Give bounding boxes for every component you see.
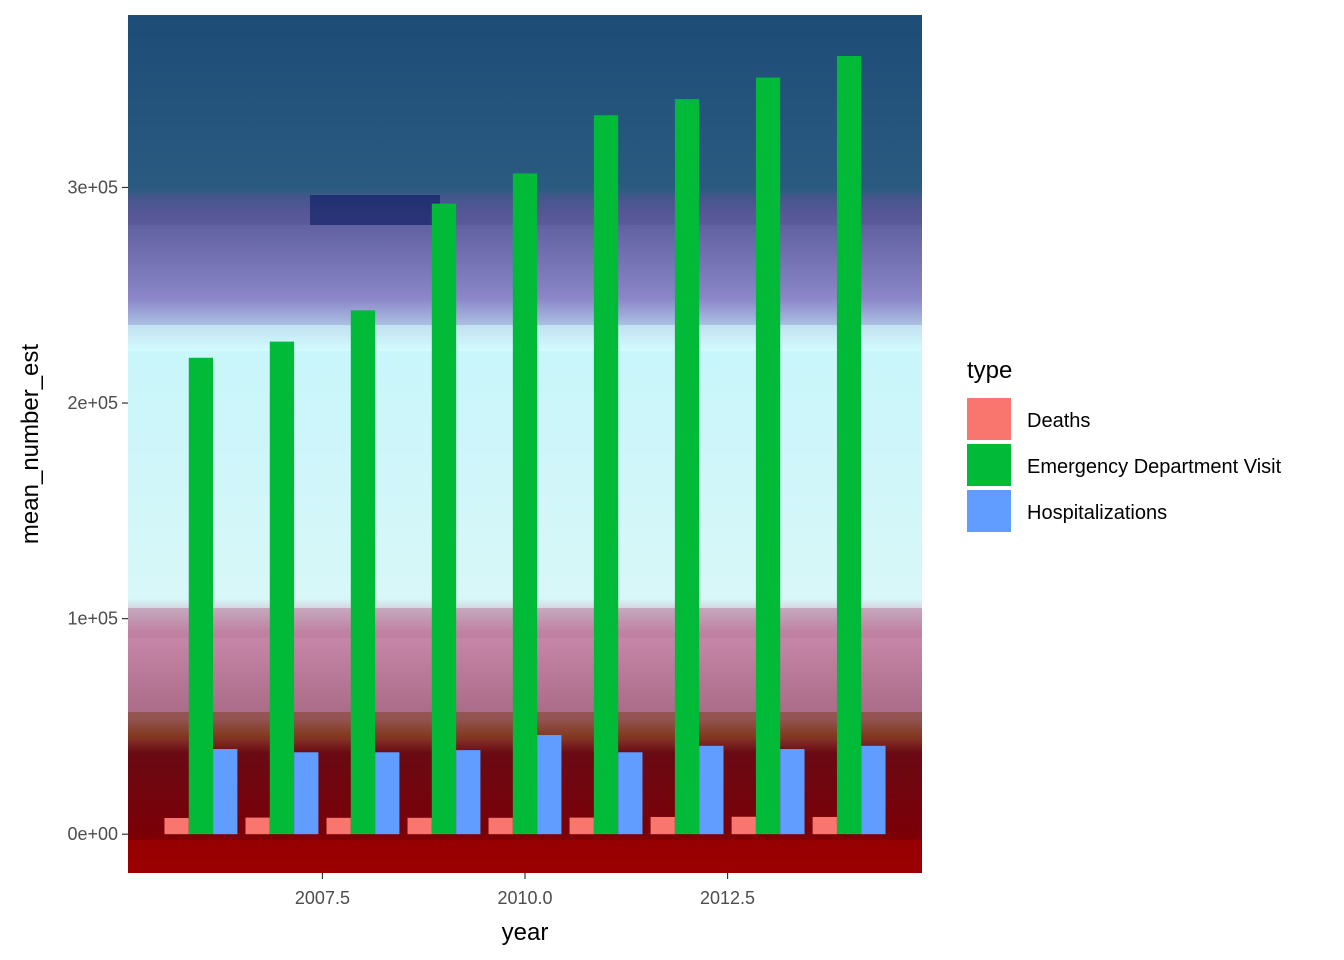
- bar-deaths-2013: [731, 816, 756, 835]
- legend-key-emergency-department-visit: [967, 444, 1011, 486]
- x-axis: 2007.5 2010.0 2012.5: [295, 873, 755, 908]
- bar-deaths-2008: [326, 817, 351, 835]
- legend-key-deaths: [967, 398, 1011, 440]
- bar-hospitalizations-2006: [213, 749, 238, 835]
- y-tick-label: 1e+05: [67, 609, 118, 629]
- y-axis-title: mean_number_est: [17, 344, 44, 544]
- bar-deaths-2014: [812, 816, 837, 835]
- legend-label: Deaths: [1027, 410, 1090, 432]
- bar-emergency-department-visit-2010: [512, 173, 538, 835]
- legend-key-hospitalizations: [967, 490, 1011, 532]
- bar-emergency-department-visit-2013: [755, 77, 781, 835]
- x-tick-group: 2007.5 2010.0 2012.5: [295, 873, 755, 908]
- y-tick-label: 0e+00: [67, 824, 118, 844]
- legend-items: Deaths Emergency Department Visit Hospital…: [967, 398, 1282, 532]
- bar-deaths-2012: [650, 816, 675, 835]
- bar-emergency-department-visit-2008: [350, 310, 376, 835]
- bar-deaths-2011: [569, 817, 594, 835]
- x-tick-label: 2012.5: [700, 888, 755, 908]
- x-tick-label: 2010.0: [497, 888, 552, 908]
- bars-group: [164, 55, 886, 835]
- bar-emergency-department-visit-2011: [593, 115, 619, 835]
- bar-emergency-department-visit-2014: [836, 55, 862, 835]
- y-axis: 0e+00 1e+05 2e+05 3e+05: [67, 177, 128, 844]
- bar-emergency-department-visit-2009: [431, 203, 457, 835]
- bar-emergency-department-visit-2006: [188, 357, 214, 835]
- legend-title: type: [967, 357, 1012, 384]
- y-tick-group: 0e+00 1e+05 2e+05 3e+05: [67, 177, 128, 844]
- bar-hospitalizations-2008: [375, 752, 400, 835]
- bar-emergency-department-visit-2007: [269, 341, 295, 835]
- bar-hospitalizations-2014: [861, 745, 886, 835]
- bar-hospitalizations-2012: [699, 745, 724, 835]
- bar-hospitalizations-2007: [294, 752, 319, 835]
- y-tick-label: 3e+05: [67, 177, 118, 197]
- plot-panel: [128, 15, 922, 873]
- bar-hospitalizations-2010: [537, 735, 562, 835]
- legend-label: Hospitalizations: [1027, 502, 1167, 524]
- bar-deaths-2010: [488, 817, 513, 835]
- x-axis-title: year: [502, 919, 549, 946]
- legend-label: Emergency Department Visit: [1027, 456, 1282, 478]
- bar-deaths-2006: [164, 818, 189, 835]
- y-tick-label: 2e+05: [67, 393, 118, 413]
- legend: type Deaths Emergency Department Visit Hos…: [967, 357, 1282, 532]
- bar-hospitalizations-2011: [618, 752, 643, 835]
- x-tick-label: 2007.5: [295, 888, 350, 908]
- bar-hospitalizations-2009: [456, 750, 481, 835]
- bar-hospitalizations-2013: [780, 749, 805, 835]
- bar-emergency-department-visit-2012: [674, 99, 700, 835]
- bar-deaths-2007: [245, 817, 270, 835]
- bar-deaths-2009: [407, 817, 432, 835]
